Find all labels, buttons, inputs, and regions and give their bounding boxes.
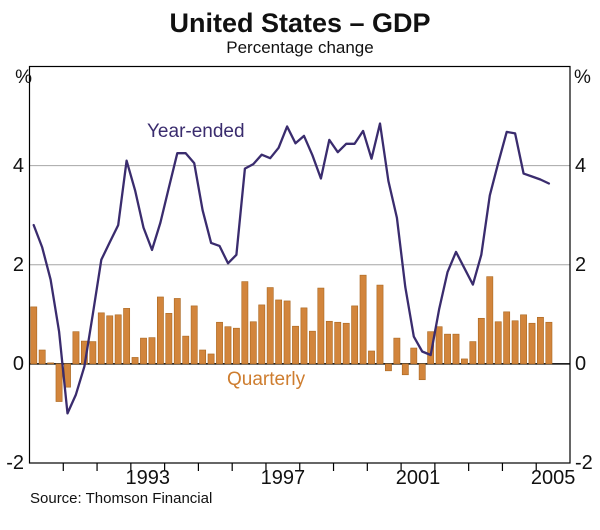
bar-1992Q1 bbox=[97, 312, 105, 365]
bar-2000Q2 bbox=[376, 284, 384, 365]
bar-1993Q2 bbox=[140, 337, 147, 365]
series-label-quarterly: Quarterly bbox=[227, 369, 306, 390]
y-tick-label-right-0: 0 bbox=[575, 352, 587, 375]
y-tick-label-right-2: 2 bbox=[575, 253, 587, 276]
source-note: Source: Thomson Financial bbox=[30, 490, 213, 507]
x-tick-label-1993: 1993 bbox=[125, 467, 170, 489]
bar-2002Q2 bbox=[444, 333, 451, 365]
bar-1990Q2 bbox=[38, 349, 46, 365]
bar-2001Q1 bbox=[401, 363, 409, 376]
y-tick-label-left-0: 0 bbox=[12, 352, 24, 375]
bar-1999Q1 bbox=[334, 321, 342, 365]
bar-1995Q1 bbox=[199, 349, 207, 365]
bar-1999Q3 bbox=[351, 305, 359, 365]
bar-1994Q2 bbox=[173, 298, 181, 365]
bar-1997Q3 bbox=[283, 300, 291, 365]
bar-2004Q4 bbox=[528, 322, 536, 365]
bar-2005Q2 bbox=[545, 321, 553, 365]
bar-1997Q4 bbox=[292, 325, 299, 365]
bar-1997Q1 bbox=[266, 287, 274, 365]
bar-1996Q2 bbox=[241, 281, 249, 365]
bar-1994Q3 bbox=[182, 335, 190, 365]
bar-1990Q3 bbox=[47, 362, 55, 365]
bar-1996Q1 bbox=[233, 327, 240, 365]
bar-2002Q1 bbox=[435, 326, 443, 365]
series-label-year-ended: Year-ended bbox=[147, 121, 245, 142]
bar-1990Q4 bbox=[55, 363, 63, 402]
x-tick-label-2005: 2005 bbox=[530, 467, 576, 489]
bar-2001Q2 bbox=[410, 347, 418, 365]
bar-2003Q4 bbox=[494, 321, 502, 365]
bar-2003Q2 bbox=[477, 317, 485, 365]
bar-1998Q2 bbox=[309, 330, 316, 365]
bar-2002Q4 bbox=[461, 358, 468, 365]
bar-2003Q1 bbox=[469, 341, 477, 365]
bar-1991Q2 bbox=[72, 331, 80, 365]
y-tick-label-left--2: -2 bbox=[6, 452, 24, 474]
bar-1994Q4 bbox=[190, 305, 198, 365]
bar-2000Q3 bbox=[385, 363, 392, 372]
bar-2000Q4 bbox=[393, 337, 401, 365]
bar-1994Q1 bbox=[165, 313, 173, 365]
chart-title: United States – GDP bbox=[169, 8, 431, 38]
x-tick-label-1997: 1997 bbox=[260, 467, 306, 489]
bar-1992Q4 bbox=[123, 308, 131, 365]
x-tick-label-2001: 2001 bbox=[395, 467, 441, 489]
bar-1996Q4 bbox=[258, 304, 266, 365]
bar-1995Q2 bbox=[207, 353, 215, 365]
bar-1993Q4 bbox=[157, 296, 164, 365]
bar-1993Q1 bbox=[131, 357, 139, 365]
y-tick-label-right-4: 4 bbox=[575, 154, 587, 177]
y-axis-unit-left: % bbox=[15, 67, 32, 88]
bar-2004Q1 bbox=[503, 311, 511, 365]
bar-1993Q3 bbox=[148, 337, 156, 365]
bar-2004Q3 bbox=[520, 314, 527, 365]
bar-1992Q2 bbox=[106, 315, 114, 365]
bar-1998Q4 bbox=[325, 320, 333, 365]
bar-1991Q4 bbox=[89, 341, 97, 365]
bar-1992Q3 bbox=[114, 314, 122, 365]
bar-1996Q3 bbox=[249, 321, 257, 365]
bar-1997Q2 bbox=[275, 299, 283, 365]
bar-1998Q1 bbox=[300, 307, 308, 365]
y-tick-label-left-4: 4 bbox=[12, 154, 24, 177]
bar-2002Q3 bbox=[452, 333, 460, 365]
bar-1995Q4 bbox=[224, 326, 232, 365]
y-tick-label-left-2: 2 bbox=[12, 253, 24, 276]
chart-subtitle: Percentage change bbox=[226, 38, 374, 57]
bar-2001Q4 bbox=[427, 331, 435, 365]
bar-1990Q1 bbox=[30, 306, 38, 365]
bar-2005Q1 bbox=[537, 316, 544, 365]
bar-1995Q3 bbox=[216, 321, 223, 365]
bar-2004Q2 bbox=[511, 320, 519, 365]
bar-1999Q2 bbox=[342, 322, 350, 365]
y-axis-unit-right: % bbox=[574, 67, 591, 88]
bar-2000Q1 bbox=[368, 350, 375, 365]
bar-1999Q4 bbox=[359, 274, 367, 365]
bar-1998Q3 bbox=[317, 287, 325, 365]
bar-2001Q3 bbox=[418, 363, 426, 381]
year-ended-line bbox=[32, 122, 551, 415]
bar-2003Q3 bbox=[486, 276, 494, 365]
y-tick-label-right--2: -2 bbox=[575, 452, 593, 474]
